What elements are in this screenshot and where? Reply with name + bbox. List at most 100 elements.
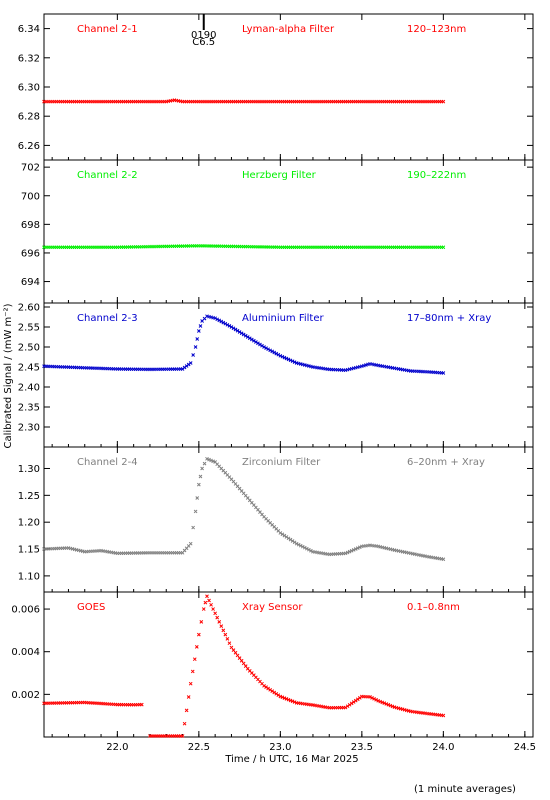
panel-3: 2.30 2.35 2.40 2.45 2.50 2.55 2.60 Channel 2-3 A…: [18, 302, 534, 448]
y-tick-label: 694: [21, 277, 40, 288]
x-tick-label: 24.0: [432, 742, 454, 753]
data-point: [357, 545, 362, 550]
data-point: [282, 696, 287, 700]
data-point: [188, 361, 193, 365]
data-point: [237, 330, 242, 334]
data-point: [270, 349, 275, 354]
x-tick-label: 23.0: [269, 742, 291, 753]
data-point: [193, 345, 198, 349]
y-tick-label: 6.28: [18, 112, 40, 123]
data-point: [254, 340, 258, 344]
data-point: [225, 322, 230, 327]
data-point: [380, 700, 385, 705]
data-point: [205, 594, 209, 599]
data-point: [382, 701, 387, 706]
y-tick-label: 696: [21, 248, 40, 259]
y-tick-label: 2.55: [18, 323, 40, 334]
panel-4: 1.10 1.15 1.20 1.25 1.30 Channel 2-4 Zirconium…: [18, 446, 534, 593]
footnote: (1 minute averages): [414, 784, 516, 795]
panel-channel-label: GOES: [77, 602, 105, 613]
data-point: [276, 352, 281, 357]
y-tick-label: 6.26: [18, 141, 40, 152]
x-axis-label: Time / h UTC, 16 Mar 2025: [224, 754, 358, 765]
data-point: [372, 696, 376, 701]
panel-filter-label: Xray Sensor: [242, 602, 303, 613]
panel-channel-label: Channel 2-1: [77, 24, 138, 35]
data-point: [286, 697, 291, 702]
y-tick-label: 2.45: [18, 363, 40, 374]
data-point: [219, 319, 224, 324]
data-point: [188, 541, 193, 546]
data-point: [225, 637, 230, 641]
panel-channel-label: Channel 2-2: [77, 170, 138, 181]
y-tick-label: 2.35: [18, 403, 40, 414]
data-point: [441, 371, 446, 375]
y-tick-label: 0.006: [11, 605, 40, 616]
panel-filter-label: Zirconium Filter: [242, 457, 321, 468]
panel-band-label: 17–80nm + Xray: [407, 313, 491, 324]
x-tick-label: 23.5: [351, 742, 373, 753]
y-tick-label: 2.50: [18, 343, 40, 354]
data-point: [292, 700, 297, 704]
y-tick-label: 1.10: [18, 571, 40, 582]
data-point: [217, 619, 222, 624]
data-point: [388, 703, 393, 708]
x-tick-label: 24.5: [514, 742, 536, 753]
data-series: [42, 456, 446, 562]
panel-channel-label: Channel 2-4: [77, 457, 138, 468]
data-point: [278, 694, 283, 699]
data-point: [202, 461, 207, 466]
y-tick-label: 700: [21, 191, 40, 202]
data-point: [252, 338, 256, 343]
data-point: [294, 541, 299, 546]
y-tick-label: 6.30: [18, 83, 40, 94]
data-point: [274, 351, 279, 356]
data-point: [298, 543, 303, 548]
data-point: [217, 318, 222, 323]
data-point: [213, 316, 218, 321]
y-tick-label: 0.002: [11, 690, 40, 701]
data-point: [441, 713, 446, 718]
data-point: [260, 343, 264, 348]
data-point: [219, 624, 224, 628]
data-point: [355, 546, 360, 550]
data-point: [290, 359, 295, 364]
data-point: [211, 607, 215, 611]
panel-2: 694 696 698 700 702 Channel 2-2 Herzberg Filte…: [21, 159, 534, 304]
data-point: [182, 721, 187, 726]
data-point: [243, 333, 248, 338]
panel-band-label: 120–123nm: [407, 24, 466, 35]
x-tick-label: 22.0: [106, 742, 128, 753]
y-tick-label: 702: [21, 163, 40, 174]
data-point: [201, 607, 206, 611]
data-point: [441, 245, 446, 250]
data-point: [139, 702, 144, 707]
data-point: [284, 356, 289, 361]
data-point: [266, 347, 270, 352]
data-series: [42, 243, 446, 250]
data-point: [209, 602, 213, 607]
data-point: [196, 329, 201, 333]
data-point: [245, 335, 250, 339]
data-point: [180, 734, 185, 738]
data-point: [241, 332, 246, 337]
data-point: [345, 550, 350, 555]
data-point: [205, 456, 209, 461]
data-point: [258, 342, 262, 347]
data-point: [249, 337, 254, 342]
data-point: [195, 337, 200, 341]
data-point: [199, 619, 204, 624]
data-point: [304, 546, 309, 551]
data-point: [186, 695, 191, 699]
data-point: [194, 645, 199, 649]
y-tick-label: 698: [21, 220, 40, 231]
y-tick-label: 0.004: [11, 647, 40, 658]
data-point: [347, 549, 352, 554]
panel-frame: [43, 591, 534, 738]
data-point: [200, 466, 204, 471]
data-point: [302, 545, 307, 550]
data-point: [284, 697, 289, 701]
data-point: [349, 548, 354, 553]
panels-layer: 6.26 6.28 6.30 6.32 6.34 Channel 2-1 Lyman-alp…: [11, 13, 536, 753]
data-point: [191, 353, 195, 357]
